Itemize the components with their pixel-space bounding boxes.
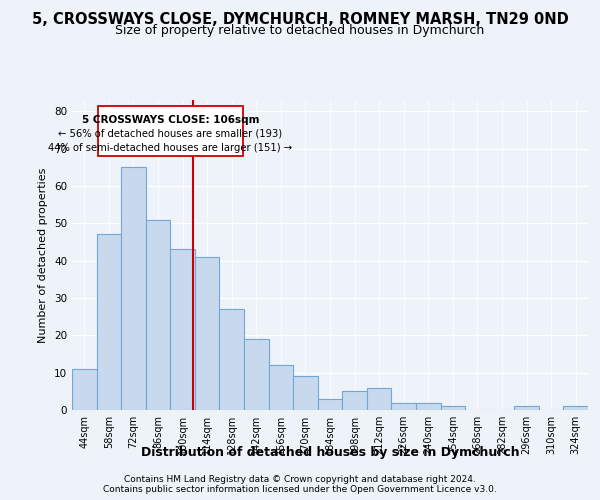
Text: Contains HM Land Registry data © Crown copyright and database right 2024.: Contains HM Land Registry data © Crown c…	[124, 476, 476, 484]
Bar	[416, 402, 440, 410]
Bar	[440, 406, 465, 410]
Bar	[72, 369, 97, 410]
FancyBboxPatch shape	[98, 106, 243, 156]
Text: Distribution of detached houses by size in Dymchurch: Distribution of detached houses by size …	[140, 446, 520, 459]
Bar	[367, 388, 391, 410]
Text: 44% of semi-detached houses are larger (151) →: 44% of semi-detached houses are larger (…	[48, 143, 292, 153]
Text: 5 CROSSWAYS CLOSE: 106sqm: 5 CROSSWAYS CLOSE: 106sqm	[82, 114, 259, 124]
Bar	[121, 167, 146, 410]
Bar	[195, 257, 220, 410]
Y-axis label: Number of detached properties: Number of detached properties	[38, 168, 49, 342]
Bar	[342, 392, 367, 410]
Bar	[563, 406, 588, 410]
Text: 5, CROSSWAYS CLOSE, DYMCHURCH, ROMNEY MARSH, TN29 0ND: 5, CROSSWAYS CLOSE, DYMCHURCH, ROMNEY MA…	[32, 12, 568, 28]
Bar	[146, 220, 170, 410]
Bar	[220, 309, 244, 410]
Text: ← 56% of detached houses are smaller (193): ← 56% of detached houses are smaller (19…	[58, 129, 283, 139]
Bar	[293, 376, 318, 410]
Bar	[244, 339, 269, 410]
Bar	[514, 406, 539, 410]
Bar	[269, 365, 293, 410]
Text: Size of property relative to detached houses in Dymchurch: Size of property relative to detached ho…	[115, 24, 485, 37]
Text: Contains public sector information licensed under the Open Government Licence v3: Contains public sector information licen…	[103, 484, 497, 494]
Bar	[391, 402, 416, 410]
Bar	[97, 234, 121, 410]
Bar	[318, 399, 342, 410]
Bar	[170, 250, 195, 410]
